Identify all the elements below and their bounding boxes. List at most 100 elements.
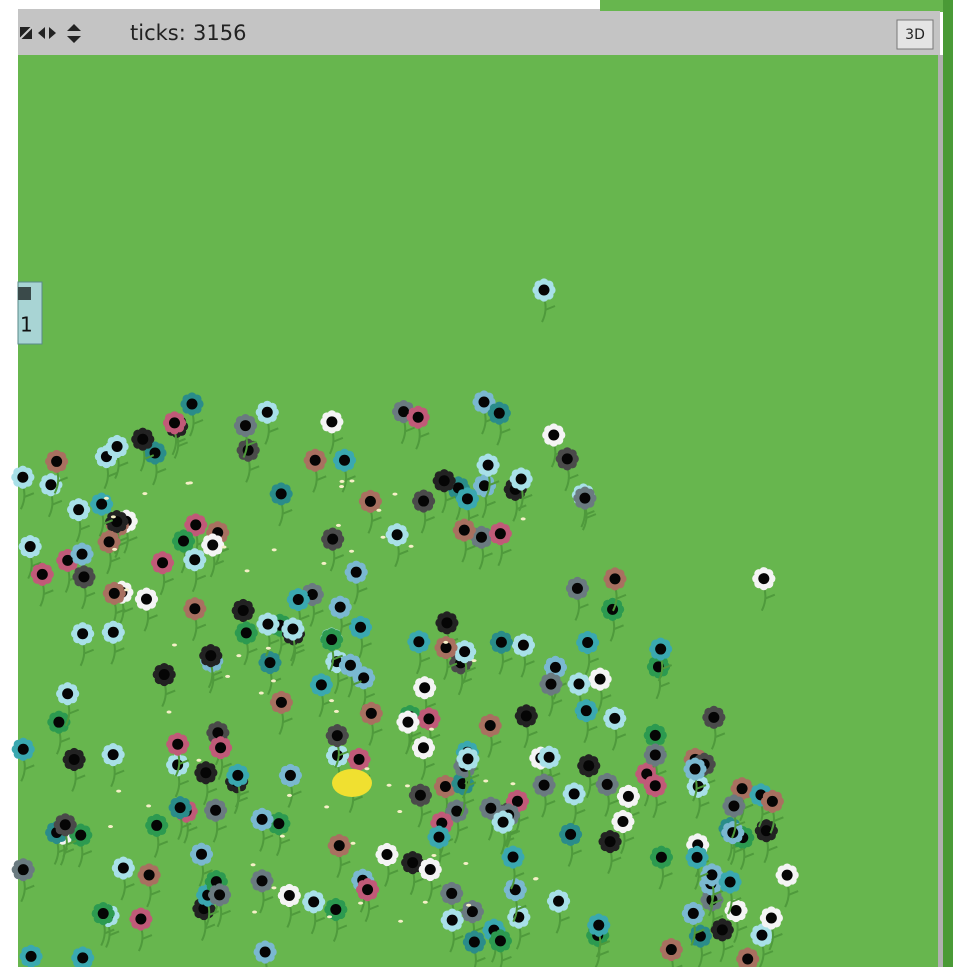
flower-center	[210, 805, 221, 816]
flower-center	[609, 713, 620, 724]
flower-center	[232, 770, 243, 781]
flower-center	[96, 499, 107, 510]
bee	[409, 545, 414, 548]
flower-center	[425, 864, 436, 875]
bee	[364, 767, 369, 770]
flower-center	[310, 455, 321, 466]
bee	[339, 480, 344, 483]
flower-center	[287, 623, 298, 634]
flower-center	[650, 730, 661, 741]
flower-center	[467, 906, 478, 917]
flower-center	[262, 407, 273, 418]
side-widget-knob	[18, 287, 31, 300]
flower-center	[207, 539, 218, 550]
flower-center	[178, 535, 189, 546]
flower-center	[623, 791, 634, 802]
flower-center	[355, 622, 366, 633]
flower	[19, 945, 42, 967]
bee	[405, 784, 410, 787]
flower-center	[169, 417, 180, 428]
yellow-agent	[332, 769, 372, 797]
flower-center	[512, 796, 523, 807]
bee	[251, 863, 256, 866]
flower-center	[581, 705, 592, 716]
flower-center	[413, 636, 424, 647]
bee	[431, 854, 436, 857]
bee	[510, 782, 515, 785]
bee	[196, 759, 201, 762]
flower-center	[25, 541, 36, 552]
flower-center	[595, 674, 606, 685]
bee	[349, 479, 354, 482]
flower-center	[688, 908, 699, 919]
outer-strip	[600, 0, 953, 12]
bee	[483, 779, 488, 782]
flower-center	[582, 637, 593, 648]
flower-center	[572, 583, 583, 594]
flower-center	[187, 399, 198, 410]
flower-center	[144, 869, 155, 880]
flower-center	[413, 412, 424, 423]
flower-center	[141, 594, 152, 605]
flower-center	[485, 720, 496, 731]
flower-center	[354, 754, 365, 765]
flower-center	[45, 479, 56, 490]
flower-center	[196, 849, 207, 860]
flower-center	[706, 869, 717, 880]
flower-center	[335, 602, 346, 613]
bee	[381, 536, 386, 539]
flower-center	[135, 914, 146, 925]
flower-center	[241, 627, 252, 638]
flower-center	[548, 430, 559, 441]
flower-center	[758, 573, 769, 584]
bee	[112, 548, 117, 551]
flower-center	[782, 870, 793, 881]
bee	[280, 835, 285, 838]
flower-center	[37, 569, 48, 580]
bee	[339, 485, 344, 488]
side-widget-value: 1	[20, 313, 33, 337]
flower-center	[381, 849, 392, 860]
flower-center	[483, 460, 494, 471]
flower-center	[459, 525, 470, 536]
bee	[327, 915, 332, 918]
bee	[351, 842, 356, 845]
flower-center	[366, 708, 377, 719]
flower-center	[332, 730, 343, 741]
flower-center	[708, 712, 719, 723]
flower-center	[276, 697, 287, 708]
flower-center	[326, 634, 337, 645]
flower-center	[308, 896, 319, 907]
bee	[172, 643, 177, 646]
flower-center	[602, 779, 613, 790]
bee	[397, 810, 402, 813]
bee	[466, 904, 471, 907]
bee	[245, 569, 250, 572]
bee	[287, 794, 292, 797]
bee	[387, 784, 392, 787]
flower-center	[521, 710, 532, 721]
flower-center	[326, 416, 337, 427]
flower-center	[731, 905, 742, 916]
flower-center	[692, 852, 703, 863]
flower-center	[485, 803, 496, 814]
bee	[266, 647, 271, 650]
flower-center	[666, 944, 677, 955]
bee	[259, 692, 264, 695]
button-3d-label[interactable]: 3D	[905, 27, 925, 43]
flower-center	[423, 713, 434, 724]
flower-center	[609, 573, 620, 584]
flower-center	[77, 549, 88, 560]
flower-center	[69, 754, 80, 765]
bee	[167, 711, 172, 714]
flower-center	[446, 888, 457, 899]
flower-center	[690, 764, 701, 775]
bee	[124, 588, 129, 591]
flower-center	[407, 857, 418, 868]
flower-center	[607, 604, 618, 615]
flower-center	[496, 637, 507, 648]
flower-center	[593, 920, 604, 931]
bee	[324, 805, 329, 808]
flower-center	[544, 752, 555, 763]
flower-center	[257, 814, 268, 825]
